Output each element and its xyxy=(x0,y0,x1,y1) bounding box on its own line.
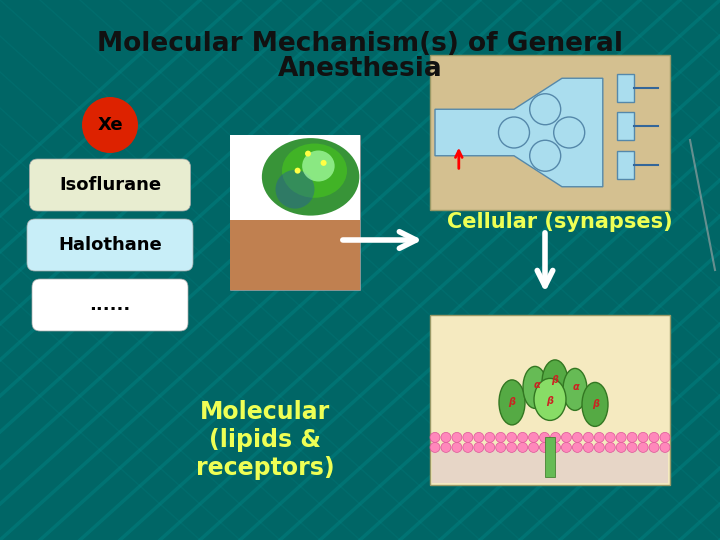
Circle shape xyxy=(463,433,473,442)
Circle shape xyxy=(320,160,327,166)
Circle shape xyxy=(430,433,440,442)
Ellipse shape xyxy=(282,144,347,198)
Text: β: β xyxy=(546,396,554,407)
Circle shape xyxy=(606,433,615,442)
Polygon shape xyxy=(245,135,360,205)
Circle shape xyxy=(507,442,517,453)
Ellipse shape xyxy=(542,360,568,405)
Circle shape xyxy=(485,442,495,453)
Circle shape xyxy=(616,433,626,442)
Ellipse shape xyxy=(302,151,335,181)
Text: Halothane: Halothane xyxy=(58,236,162,254)
Circle shape xyxy=(518,433,528,442)
Bar xyxy=(230,205,360,290)
Circle shape xyxy=(606,442,615,453)
Text: Xe: Xe xyxy=(97,116,123,134)
Bar xyxy=(432,448,668,483)
Circle shape xyxy=(452,442,462,453)
Circle shape xyxy=(551,442,560,453)
Circle shape xyxy=(649,433,659,442)
Circle shape xyxy=(305,151,311,157)
Circle shape xyxy=(495,433,505,442)
Text: α: α xyxy=(572,382,580,393)
FancyBboxPatch shape xyxy=(32,279,188,331)
Circle shape xyxy=(627,442,637,453)
Circle shape xyxy=(562,433,572,442)
Circle shape xyxy=(572,433,582,442)
Ellipse shape xyxy=(582,382,608,427)
Circle shape xyxy=(539,433,549,442)
Text: ......: ...... xyxy=(89,296,130,314)
Circle shape xyxy=(530,94,561,125)
Circle shape xyxy=(594,433,604,442)
Text: Anesthesia: Anesthesia xyxy=(278,56,442,82)
Circle shape xyxy=(441,442,451,453)
Ellipse shape xyxy=(534,379,566,421)
Circle shape xyxy=(594,442,604,453)
Circle shape xyxy=(518,442,528,453)
Bar xyxy=(617,112,634,140)
Circle shape xyxy=(528,433,539,442)
Circle shape xyxy=(554,117,585,148)
Circle shape xyxy=(528,442,539,453)
Circle shape xyxy=(430,442,440,453)
Circle shape xyxy=(551,433,560,442)
Circle shape xyxy=(649,442,659,453)
FancyBboxPatch shape xyxy=(30,159,191,211)
Circle shape xyxy=(474,442,484,453)
Ellipse shape xyxy=(563,368,587,410)
Circle shape xyxy=(498,117,529,148)
Circle shape xyxy=(562,442,572,453)
Circle shape xyxy=(638,442,648,453)
Circle shape xyxy=(583,433,593,442)
Text: α: α xyxy=(534,380,541,390)
Circle shape xyxy=(485,433,495,442)
Text: Molecular Mechanism(s) of General: Molecular Mechanism(s) of General xyxy=(97,31,623,57)
Text: Isoflurane: Isoflurane xyxy=(59,176,161,194)
Circle shape xyxy=(530,140,561,171)
Bar xyxy=(430,55,670,210)
Ellipse shape xyxy=(262,138,359,215)
Circle shape xyxy=(452,433,462,442)
Circle shape xyxy=(638,433,648,442)
Text: β: β xyxy=(593,400,600,409)
Bar xyxy=(545,437,555,477)
Circle shape xyxy=(660,442,670,453)
Ellipse shape xyxy=(276,170,315,208)
Text: Molecular
(lipids &
receptors): Molecular (lipids & receptors) xyxy=(196,400,334,480)
Circle shape xyxy=(463,442,473,453)
Circle shape xyxy=(507,433,517,442)
Text: β: β xyxy=(508,397,516,407)
Circle shape xyxy=(441,433,451,442)
Bar xyxy=(617,73,634,102)
Text: Cellular (synapses): Cellular (synapses) xyxy=(447,212,672,232)
Bar xyxy=(230,135,360,220)
Circle shape xyxy=(616,442,626,453)
Circle shape xyxy=(294,167,301,174)
Circle shape xyxy=(660,433,670,442)
Circle shape xyxy=(627,433,637,442)
Polygon shape xyxy=(435,78,603,187)
Text: β: β xyxy=(552,375,559,386)
Ellipse shape xyxy=(499,380,525,425)
Bar xyxy=(617,151,634,179)
Circle shape xyxy=(583,442,593,453)
Circle shape xyxy=(474,433,484,442)
FancyBboxPatch shape xyxy=(27,219,193,271)
Bar xyxy=(430,315,670,485)
Circle shape xyxy=(495,442,505,453)
Bar xyxy=(230,135,360,290)
Circle shape xyxy=(82,97,138,153)
Ellipse shape xyxy=(523,367,547,408)
Circle shape xyxy=(572,442,582,453)
Circle shape xyxy=(539,442,549,453)
